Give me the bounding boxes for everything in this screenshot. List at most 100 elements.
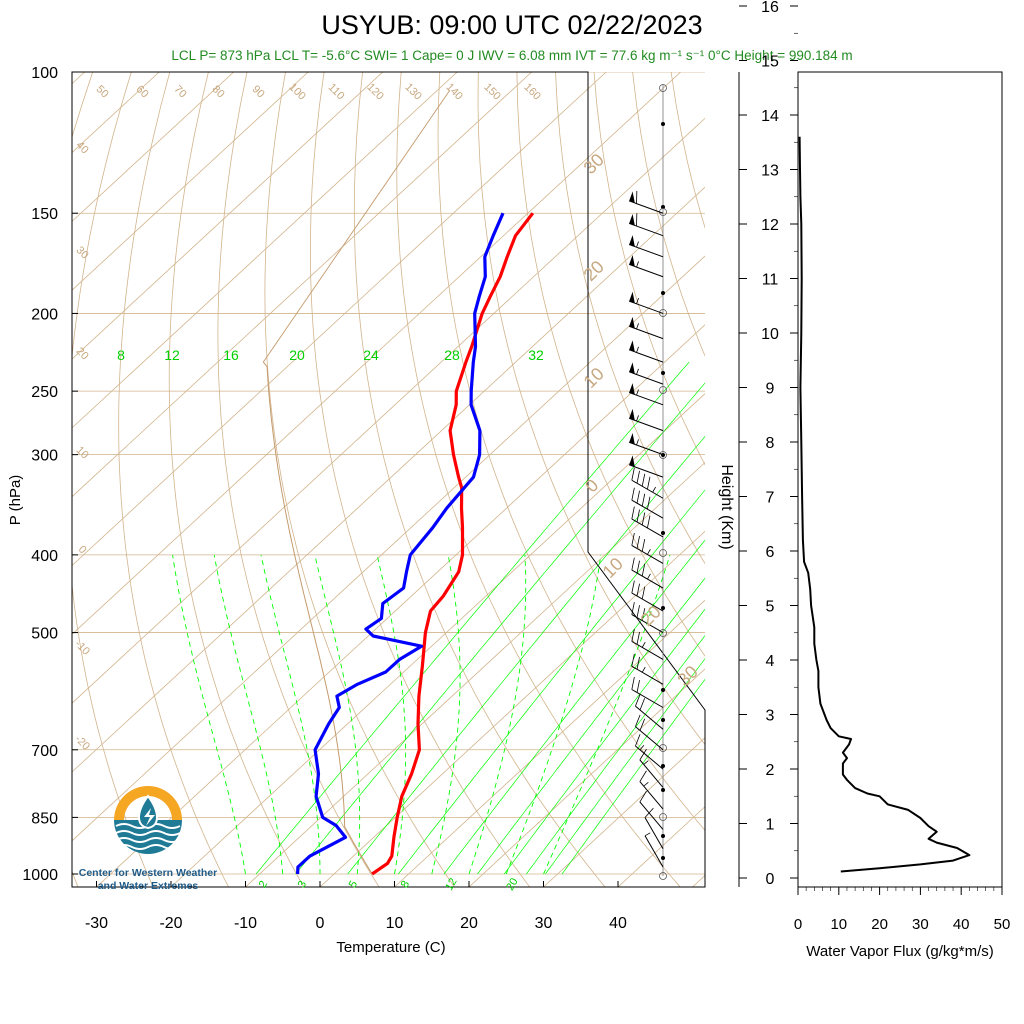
flux-tick-label: 30 <box>912 916 929 933</box>
dry-adiabat <box>477 72 705 746</box>
barb-feather <box>641 473 646 487</box>
mixing-ratio-line <box>477 577 705 875</box>
barb-half-feather <box>636 368 639 375</box>
barb-dot <box>661 688 665 692</box>
flux-frame <box>797 71 1003 888</box>
barb-pennant <box>629 235 635 247</box>
wind-barb <box>629 408 664 432</box>
barb-ring <box>659 451 667 459</box>
barb-half-feather <box>636 261 639 268</box>
isotherm <box>468 668 705 887</box>
wind-barb <box>631 677 664 708</box>
wind-barb <box>639 770 664 810</box>
barb-feather <box>636 605 640 618</box>
height-tick-label: 6 <box>766 544 775 561</box>
barb-feather <box>631 467 635 481</box>
wind-barb <box>639 790 664 830</box>
dry-adiabat <box>72 72 154 887</box>
y-tick-label: 150 <box>31 206 58 223</box>
wind-barb <box>631 487 664 519</box>
adiabat-label: 90 <box>250 83 267 100</box>
mixing-ratio-label: 12 <box>443 876 460 893</box>
barb-staff <box>644 835 664 868</box>
barb-ring <box>659 309 667 317</box>
barb-feather <box>641 538 646 552</box>
isotherm <box>394 599 705 887</box>
mixing-ratio-label: 24 <box>363 347 379 363</box>
y-tick-label: 200 <box>31 306 58 323</box>
barb-staff <box>631 640 664 660</box>
wind-barb <box>631 653 664 685</box>
isotherm <box>170 393 705 887</box>
barb-ring <box>659 386 667 394</box>
barb-half-feather <box>643 760 649 765</box>
mixing-ratio-label: 20 <box>289 347 305 363</box>
barb-pennant <box>629 362 635 374</box>
x-axis-label: Temperature (C) <box>336 939 445 956</box>
barb-feather <box>631 628 635 642</box>
barb-feather <box>647 515 651 529</box>
y-tick-label: 1000 <box>22 867 58 884</box>
y-tick-label: 250 <box>31 384 58 401</box>
isotherm-label: 20 <box>637 602 665 630</box>
mixing-ratio-line <box>503 608 705 875</box>
isotherm <box>72 72 681 635</box>
moist-adiabat <box>505 554 602 875</box>
barb-ring <box>659 84 667 92</box>
barb-half-feather <box>641 666 646 673</box>
barb-ring <box>659 744 667 752</box>
adiabat-label: 140 <box>443 81 464 102</box>
height-tick-label: 2 <box>766 762 775 779</box>
barb-half-feather <box>636 415 639 422</box>
barb-dot <box>661 856 665 860</box>
barb-feather <box>631 557 635 571</box>
mixing-ratio-label: 5 <box>347 879 360 890</box>
isotherm <box>245 461 705 887</box>
y-tick-label: 300 <box>31 448 58 465</box>
barb-feather <box>641 493 646 507</box>
barb-feather <box>631 532 635 546</box>
isotherm <box>319 530 705 887</box>
mixing-ratio-label: 20 <box>504 876 521 893</box>
adiabat-label: 100 <box>286 81 307 102</box>
logo-bolt <box>144 808 155 826</box>
barb-pennant <box>629 291 635 304</box>
barb-half-feather <box>636 323 639 330</box>
dry-adiabat <box>217 72 380 887</box>
wind-barb <box>644 807 664 849</box>
wind-barb <box>644 832 664 868</box>
barb-pennant <box>629 455 635 467</box>
adiabat-label: 70 <box>172 83 189 100</box>
height-tick-label: 5 <box>766 599 775 616</box>
mixing-ratio-label: 12 <box>164 347 180 363</box>
wind-barb <box>631 532 664 564</box>
barb-dot <box>661 205 665 209</box>
wind-barb <box>629 213 664 237</box>
barb-dot <box>661 764 665 768</box>
barb-feather <box>639 770 647 782</box>
barb-dot <box>661 531 665 535</box>
height-tick-label: 9 <box>766 381 775 398</box>
dry-adiabat <box>437 72 705 832</box>
wind-barb <box>631 506 664 538</box>
flux-data <box>798 136 971 873</box>
mixing-ratio-line <box>545 658 705 875</box>
adiabat-label: 80 <box>210 83 227 100</box>
barb-half-feather <box>639 744 645 751</box>
barb-dot <box>661 834 665 838</box>
mixing-ratio-label: 8 <box>117 347 125 363</box>
height-tick-label: 1 <box>766 817 775 834</box>
moist-adiabat <box>314 554 361 875</box>
dry-adiabat <box>118 72 229 887</box>
wind-barb <box>635 714 664 751</box>
barb-pennant <box>629 432 635 445</box>
barb-half-feather <box>636 389 639 396</box>
isotherm <box>72 72 309 291</box>
x-tick-label: 30 <box>535 915 553 932</box>
isotherm <box>96 324 705 887</box>
barb-feather <box>636 509 640 523</box>
adiabat-label: 130 <box>402 81 423 102</box>
flux-tick-label: 10 <box>830 916 847 933</box>
mixing-ratio-label: 28 <box>444 347 460 363</box>
barb-staff <box>631 569 664 589</box>
